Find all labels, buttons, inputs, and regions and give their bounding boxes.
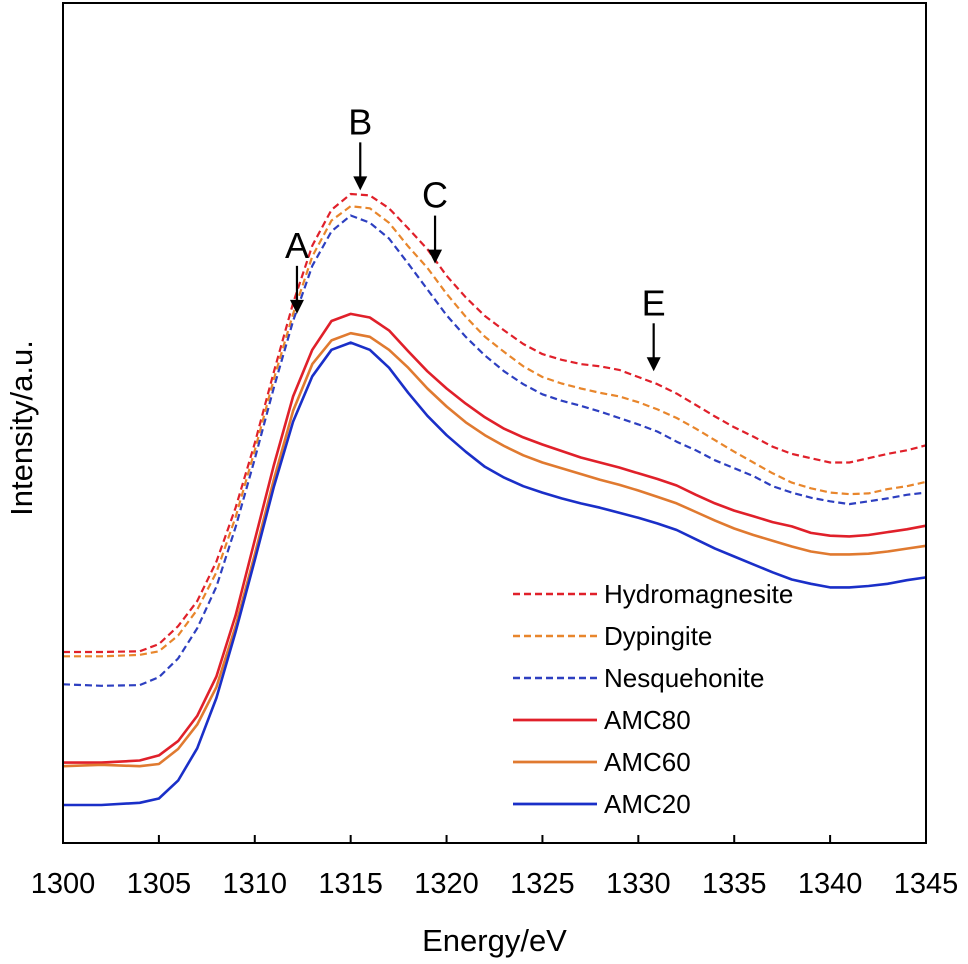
- series-line-dypingite: [63, 205, 927, 658]
- x-tick-label: 1345: [894, 868, 959, 900]
- annotation-c: C: [422, 175, 448, 264]
- series-line-amc80: [63, 312, 927, 764]
- legend-label: Nesquehonite: [604, 663, 764, 693]
- legend-item-amc80: AMC80: [513, 705, 691, 735]
- legend-label: Dypingite: [604, 621, 712, 651]
- annotation-arrow-head: [289, 299, 304, 314]
- annotation-arrow-head: [353, 176, 368, 191]
- annotation-label: C: [422, 175, 448, 216]
- plot-area-frame: [62, 2, 927, 844]
- x-tick-label: 1300: [31, 868, 96, 900]
- plot-series-group: [62, 192, 927, 807]
- x-tick-label: 1340: [798, 868, 863, 900]
- y-axis-title: Intensity/a.u.: [4, 340, 39, 516]
- legend-label: AMC80: [604, 705, 691, 735]
- x-tick-label: 1315: [318, 868, 383, 900]
- x-tick-label: 1320: [414, 868, 479, 900]
- series-line-amc20: [63, 341, 927, 807]
- annotation-arrow-head: [428, 249, 443, 264]
- legend-label: Hydromagnesite: [604, 579, 793, 609]
- legend-item-dypingite: Dypingite: [513, 621, 712, 651]
- x-tick-label: 1305: [127, 868, 192, 900]
- legend-item-amc20: AMC20: [513, 789, 691, 819]
- x-axis-title: Energy/eV: [422, 923, 567, 958]
- legend-item-nesquehonite: Nesquehonite: [513, 663, 764, 693]
- annotation-b: B: [348, 101, 372, 191]
- annotation-arrow-head: [646, 357, 661, 372]
- legend-label: AMC60: [604, 747, 691, 777]
- annotation-label: B: [348, 101, 372, 142]
- x-tick-label: 1310: [223, 868, 288, 900]
- series-line-hydromagnesite: [63, 192, 927, 654]
- legend-label: AMC20: [604, 789, 691, 819]
- x-axis-ticks: 1300 1305 1310 1315 1320 1325 1330 1335 1340 1345: [31, 835, 959, 900]
- annotation-label: E: [642, 282, 666, 323]
- annotation-e: E: [642, 282, 666, 372]
- legend-item-hydromagnesite: Hydromagnesite: [513, 579, 793, 609]
- annotation-label: A: [285, 225, 309, 266]
- annotation-a: A: [285, 225, 309, 314]
- x-tick-label: 1325: [510, 868, 575, 900]
- x-tick-label: 1335: [702, 868, 767, 900]
- x-tick-label: 1330: [606, 868, 671, 900]
- series-line-nesquehonite: [62, 214, 927, 687]
- legend-item-amc60: AMC60: [513, 747, 691, 777]
- series-line-amc60: [62, 331, 927, 768]
- legend: Hydromagnesite Dypingite Nesquehonite AMC80…: [513, 579, 793, 819]
- annotation-group: A B C E: [285, 101, 666, 372]
